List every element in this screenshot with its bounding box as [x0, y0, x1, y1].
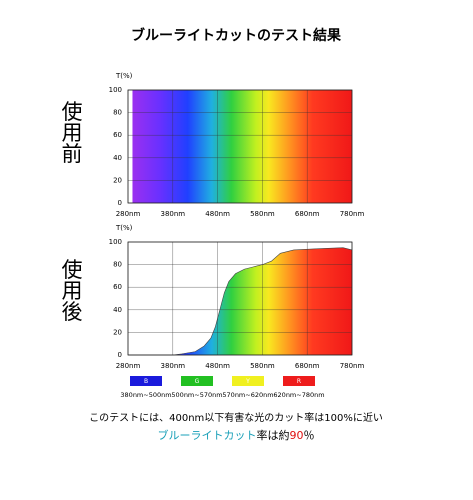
legend-swatch — [283, 376, 315, 386]
footnote: ブルーライトカット率は約90％ — [158, 428, 315, 442]
x-tick-label: 780nm — [340, 362, 365, 370]
y-tick-label: 20 — [113, 328, 122, 336]
y-tick-label: 80 — [113, 109, 122, 117]
y-tick-label: 60 — [113, 283, 122, 291]
footnote: このテストには、400nm以下有害な光のカット率は100%に近い — [89, 411, 383, 424]
spectrum-line — [128, 247, 353, 356]
y-tick-label: 100 — [109, 86, 122, 94]
x-tick-label: 480nm — [205, 362, 230, 370]
y-tick-label: 60 — [113, 131, 122, 139]
y-tick-label: 0 — [118, 199, 122, 207]
y-axis-label: T(%) — [115, 72, 133, 80]
legend-swatch — [181, 376, 213, 386]
legend-label: B — [144, 378, 148, 385]
x-tick-label: 480nm — [205, 210, 230, 218]
legend-range: 620nm~780nm — [273, 391, 324, 399]
x-tick-label: 280nm — [116, 210, 141, 218]
footnote-part: ブルーライトカット — [158, 428, 257, 442]
y-tick-label: 100 — [109, 238, 122, 246]
side-label: 使用前 — [59, 101, 83, 164]
legend-swatch — [232, 376, 264, 386]
x-tick-label: 580nm — [250, 362, 275, 370]
x-tick-label: 380nm — [160, 210, 185, 218]
legend-range: 570nm~620nm — [222, 391, 273, 399]
x-tick-label: 780nm — [340, 210, 365, 218]
plot-frame — [127, 89, 353, 204]
y-axis-label: T(%) — [115, 224, 133, 232]
legend-label: G — [195, 378, 200, 385]
plot-frame — [127, 241, 353, 356]
x-tick-label: 580nm — [250, 210, 275, 218]
spectrum-area — [128, 247, 352, 355]
y-tick-label: 20 — [113, 176, 122, 184]
title: ブルーライトカットのテスト結果 — [131, 27, 342, 44]
footnote-part: ％ — [304, 429, 315, 442]
y-tick-label: 40 — [113, 154, 122, 162]
x-tick-label: 380nm — [160, 362, 185, 370]
legend-label: R — [297, 378, 301, 385]
legend-label: Y — [245, 378, 250, 385]
x-tick-label: 680nm — [295, 362, 320, 370]
legend-swatch — [130, 376, 162, 386]
legend-range: 380nm~500nm — [120, 391, 171, 399]
footnote-part: 率は約 — [257, 428, 290, 442]
spectrum-area — [132, 90, 352, 203]
x-tick-label: 280nm — [116, 362, 141, 370]
y-tick-label: 80 — [113, 261, 122, 269]
footnote-part: 90 — [290, 429, 304, 442]
side-label: 使用後 — [59, 259, 83, 322]
x-tick-label: 680nm — [295, 210, 320, 218]
y-tick-label: 0 — [118, 351, 122, 359]
legend-range: 500nm~570nm — [171, 391, 222, 399]
y-tick-label: 40 — [113, 306, 122, 314]
